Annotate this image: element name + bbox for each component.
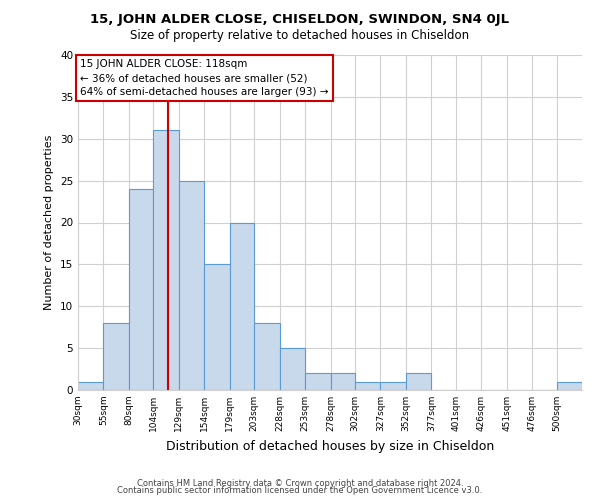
Bar [254, 323, 280, 390]
Text: Contains public sector information licensed under the Open Government Licence v3: Contains public sector information licen… [118, 486, 482, 495]
Bar [331, 373, 355, 390]
Text: 15 JOHN ALDER CLOSE: 118sqm
← 36% of detached houses are smaller (52)
64% of sem: 15 JOHN ALDER CLOSE: 118sqm ← 36% of det… [80, 59, 329, 97]
Bar [154, 130, 179, 390]
Bar [406, 373, 431, 390]
Bar [557, 382, 582, 390]
Bar [179, 180, 204, 390]
Text: Size of property relative to detached houses in Chiseldon: Size of property relative to detached ho… [130, 29, 470, 42]
Bar [204, 264, 230, 390]
Text: 15, JOHN ALDER CLOSE, CHISELDON, SWINDON, SN4 0JL: 15, JOHN ALDER CLOSE, CHISELDON, SWINDON… [91, 12, 509, 26]
X-axis label: Distribution of detached houses by size in Chiseldon: Distribution of detached houses by size … [166, 440, 494, 452]
Y-axis label: Number of detached properties: Number of detached properties [44, 135, 55, 310]
Bar [78, 382, 103, 390]
Bar [230, 222, 254, 390]
Bar [355, 382, 380, 390]
Bar [305, 373, 331, 390]
Text: Contains HM Land Registry data © Crown copyright and database right 2024.: Contains HM Land Registry data © Crown c… [137, 478, 463, 488]
Bar [280, 348, 305, 390]
Bar [380, 382, 406, 390]
Bar [129, 189, 154, 390]
Bar [103, 323, 129, 390]
